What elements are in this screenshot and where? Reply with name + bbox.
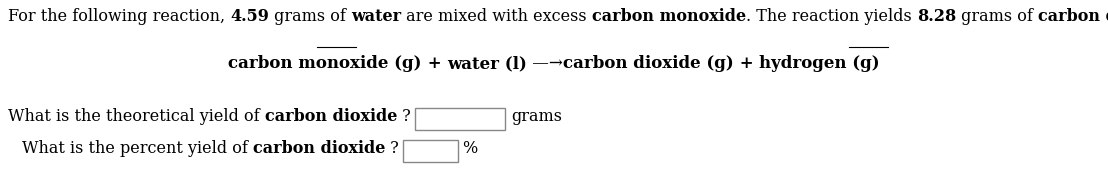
Text: +: + [422,55,448,72]
Text: . The reaction yields: . The reaction yields [746,8,917,25]
Text: carbon dioxide (g): carbon dioxide (g) [563,55,733,72]
Text: grams of: grams of [269,8,351,25]
Text: —→: —→ [527,55,563,72]
Text: carbon monoxide: carbon monoxide [592,8,746,25]
Text: 8.28: 8.28 [917,8,956,25]
Text: water (l): water (l) [448,55,527,72]
Text: carbon dioxide: carbon dioxide [265,108,397,125]
Text: What is the theoretical yield of: What is the theoretical yield of [8,108,265,125]
Text: ?: ? [386,140,399,157]
FancyBboxPatch shape [403,140,458,162]
Text: are mixed with excess: are mixed with excess [401,8,592,25]
Text: +: + [733,55,759,72]
Text: %: % [462,140,478,157]
Text: What is the percent yield of: What is the percent yield of [22,140,253,157]
Text: carbon monoxide (g): carbon monoxide (g) [228,55,422,72]
Text: ?: ? [397,108,411,125]
Text: carbon dioxide: carbon dioxide [253,140,386,157]
Text: grams: grams [511,108,562,125]
Text: carbon dioxide: carbon dioxide [1038,8,1108,25]
Text: 4.59: 4.59 [230,8,269,25]
Text: water: water [351,8,401,25]
Text: hydrogen (g): hydrogen (g) [759,55,880,72]
Text: For the following reaction,: For the following reaction, [8,8,230,25]
FancyBboxPatch shape [414,108,505,130]
Text: grams of: grams of [956,8,1038,25]
